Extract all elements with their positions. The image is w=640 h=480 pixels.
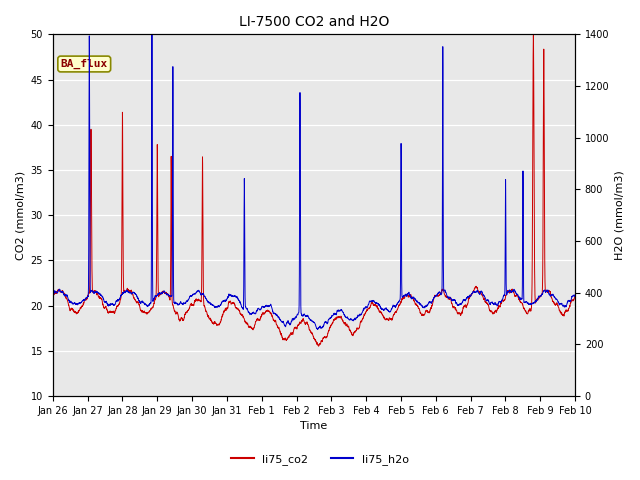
li75_co2 — [461, 303, 468, 309]
Text: BA_flux: BA_flux — [61, 59, 108, 69]
li75_co2 — [571, 294, 579, 300]
li75_h2o — [402, 291, 410, 297]
li75_co2 — [402, 292, 410, 298]
X-axis label: Time: Time — [300, 421, 328, 432]
li75_h2o — [431, 294, 439, 300]
Line: li75_h2o: li75_h2o — [52, 35, 575, 329]
li75_co2 — [529, 33, 537, 38]
li75_h2o — [49, 292, 56, 298]
li75_co2 — [49, 293, 56, 299]
li75_h2o — [143, 302, 150, 308]
li75_co2 — [315, 343, 323, 349]
li75_h2o — [571, 292, 579, 298]
Line: li75_co2: li75_co2 — [52, 36, 575, 346]
li75_h2o — [148, 32, 156, 37]
Legend: li75_co2, li75_h2o: li75_co2, li75_h2o — [227, 450, 413, 469]
li75_h2o — [461, 297, 468, 303]
Y-axis label: H2O (mmol/m3): H2O (mmol/m3) — [615, 170, 625, 260]
li75_h2o — [572, 292, 579, 298]
Title: LI-7500 CO2 and H2O: LI-7500 CO2 and H2O — [239, 15, 389, 29]
li75_h2o — [294, 310, 302, 316]
li75_h2o — [314, 326, 322, 332]
li75_co2 — [572, 293, 579, 299]
Y-axis label: CO2 (mmol/m3): CO2 (mmol/m3) — [15, 171, 25, 260]
li75_co2 — [294, 322, 302, 328]
li75_co2 — [431, 292, 438, 298]
li75_co2 — [143, 311, 150, 316]
